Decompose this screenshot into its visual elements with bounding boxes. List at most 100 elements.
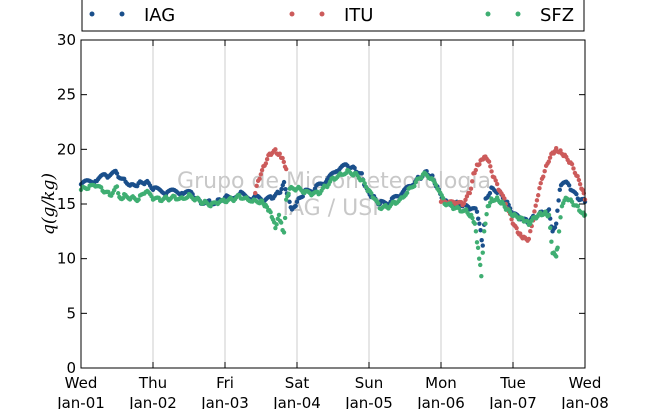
data-point (136, 197, 141, 202)
data-point (576, 177, 582, 183)
data-point (477, 162, 482, 167)
legend-item-sfz: SFZ (485, 5, 574, 26)
data-point (541, 174, 546, 179)
data-point (278, 220, 284, 225)
data-point (556, 198, 561, 203)
data-point (502, 196, 507, 201)
y-tick-label: 5 (66, 304, 76, 322)
data-point (482, 229, 487, 234)
data-point (480, 250, 485, 255)
data-point (116, 191, 121, 196)
data-point (263, 161, 269, 166)
data-point (575, 174, 580, 179)
data-point (468, 186, 474, 191)
data-point (509, 217, 514, 222)
x-tick-label-day: Wed (65, 374, 98, 392)
data-point (264, 157, 270, 162)
data-point (282, 215, 288, 221)
data-point (433, 182, 439, 188)
data-point (558, 215, 563, 220)
data-point (257, 176, 262, 182)
data-point (284, 197, 289, 202)
legend-marker (119, 11, 125, 17)
data-point (536, 193, 541, 198)
x-tick-label-date: Jan-08 (560, 394, 609, 409)
y-tick-label: 30 (57, 31, 76, 49)
data-point (281, 179, 287, 185)
legend-marker (485, 11, 491, 17)
x-tick-label-day: Thu (138, 374, 167, 392)
data-point (546, 159, 552, 164)
data-point (569, 161, 575, 167)
plot-frame (80, 39, 586, 369)
data-point (478, 262, 483, 268)
data-point (264, 204, 270, 210)
y-tick-label: 20 (57, 140, 76, 158)
data-point (470, 179, 475, 184)
x-tick-label-day: Mon (425, 374, 457, 392)
data-point (352, 165, 357, 171)
legend-box (81, 0, 585, 32)
data-point (556, 229, 562, 234)
data-point (362, 181, 367, 186)
data-point (547, 155, 553, 160)
data-point (286, 191, 291, 196)
data-point (476, 216, 481, 221)
series-sfz (78, 167, 588, 279)
data-point (554, 221, 559, 226)
data-points (78, 146, 588, 279)
data-point (558, 148, 563, 153)
data-point (114, 171, 120, 176)
data-point (467, 190, 472, 196)
y-tick-label: 15 (57, 195, 76, 213)
x-tick-label-day: Tue (499, 374, 526, 392)
data-point (577, 181, 583, 187)
legend-marker (319, 11, 325, 17)
x-tick-label-date: Jan-02 (128, 394, 177, 409)
data-point (473, 229, 479, 234)
data-point (478, 228, 483, 233)
data-point (253, 190, 258, 196)
data-point (300, 194, 305, 199)
data-point (273, 147, 278, 152)
y-tick-label: 10 (57, 250, 76, 268)
data-point (283, 187, 288, 192)
legend: IAG ITU SFZ (81, 0, 585, 32)
data-point (258, 172, 264, 177)
x-tick-label-date: Jan-03 (200, 394, 249, 409)
legend-label: SFZ (540, 5, 574, 26)
data-point (474, 209, 480, 214)
data-point (98, 185, 104, 190)
data-point (280, 155, 285, 161)
ticks: 0 5 10 15 20 25 30 Wed Jan-01 Thu Jan-02 Fri Jan-03 S… (56, 31, 609, 409)
data-point (359, 171, 364, 176)
data-point (571, 166, 576, 171)
x-tick-label-day: Fri (216, 374, 234, 392)
y-axis-label: q(g/kg) (39, 173, 59, 235)
data-point (532, 209, 537, 214)
x-tick-label-day: Wed (569, 374, 602, 392)
data-point (268, 210, 273, 215)
data-point (479, 238, 484, 243)
data-point (281, 230, 287, 235)
data-point (376, 201, 381, 206)
data-point (494, 181, 500, 187)
x-tick-label-date: Jan-07 (488, 394, 537, 409)
data-point (473, 167, 478, 173)
x-tick-label-date: Jan-01 (56, 394, 105, 409)
data-point (575, 203, 580, 209)
data-point (480, 243, 485, 248)
data-point (574, 191, 579, 197)
x-tick-label-day: Sat (285, 374, 310, 392)
data-point (114, 184, 120, 189)
data-point (514, 225, 519, 231)
legend-marker (515, 11, 521, 17)
data-point (254, 183, 259, 189)
data-point (537, 185, 542, 191)
x-tick-label-day: Sun (355, 374, 384, 392)
data-point (487, 190, 493, 196)
x-tick-label-date: Jan-04 (272, 394, 321, 409)
data-point (284, 166, 289, 172)
data-point (476, 256, 482, 261)
